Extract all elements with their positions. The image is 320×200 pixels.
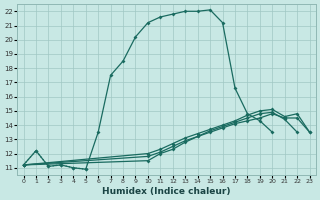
X-axis label: Humidex (Indice chaleur): Humidex (Indice chaleur)	[102, 187, 231, 196]
